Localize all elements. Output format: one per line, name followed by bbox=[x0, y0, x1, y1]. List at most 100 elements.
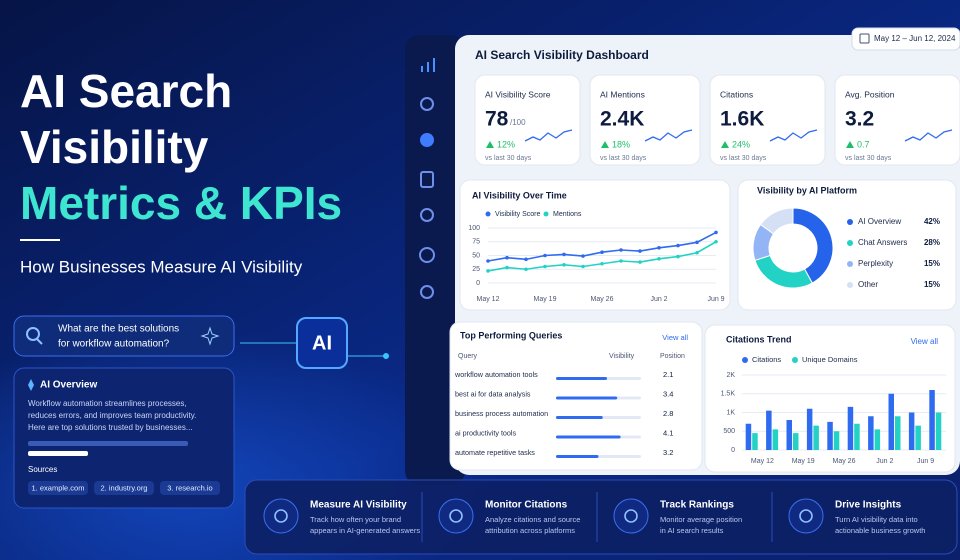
y-tick-label: 0 bbox=[731, 447, 735, 454]
series-point bbox=[676, 243, 680, 248]
feature-icon bbox=[263, 498, 299, 534]
y-tick-label: 2K bbox=[726, 372, 735, 379]
overview-text: Here are top solutions trusted by busine… bbox=[28, 423, 193, 432]
bar bbox=[806, 408, 813, 450]
donut-slice bbox=[759, 207, 794, 235]
view-all-link[interactable]: View all bbox=[911, 337, 939, 346]
nav-icon[interactable] bbox=[419, 247, 435, 263]
feature-title: Measure AI Visibility bbox=[310, 500, 407, 511]
bar bbox=[772, 429, 779, 450]
ai-badge: AI bbox=[312, 332, 332, 354]
bar bbox=[868, 416, 874, 450]
date-picker[interactable] bbox=[851, 27, 960, 51]
up-arrow bbox=[601, 141, 609, 148]
hero-title: AI Search bbox=[20, 65, 232, 117]
series-point bbox=[676, 254, 680, 259]
nav-icon[interactable] bbox=[420, 285, 434, 299]
query-text: automate repetitive tasks bbox=[455, 448, 535, 457]
source-link: 3. research.io bbox=[167, 483, 212, 492]
nav-icon[interactable] bbox=[420, 133, 434, 147]
legend-label: Chat Answers bbox=[858, 238, 907, 247]
value-label: 28% bbox=[924, 238, 940, 247]
kpi-card bbox=[589, 74, 701, 166]
y-tick-label: 0 bbox=[476, 280, 480, 287]
value-label: 15% bbox=[924, 259, 940, 268]
y-tick-label: 1K bbox=[726, 409, 735, 416]
legend-swatch bbox=[847, 282, 853, 288]
kpi-card bbox=[709, 74, 826, 166]
feature-title: Monitor Citations bbox=[485, 500, 568, 511]
sparkline bbox=[904, 129, 953, 142]
bar bbox=[854, 423, 860, 450]
legend-swatch bbox=[485, 211, 491, 217]
column-header: Position bbox=[660, 353, 685, 360]
kpi-note: vs last 30 days bbox=[845, 155, 892, 162]
bar bbox=[745, 423, 752, 450]
sparkle-icon bbox=[200, 326, 220, 346]
nav-icon[interactable] bbox=[420, 97, 434, 111]
query-text: workflow automation tools bbox=[454, 370, 538, 379]
kpi-value: 1.6K bbox=[720, 108, 764, 131]
up-arrow bbox=[486, 141, 494, 148]
bar bbox=[827, 421, 833, 450]
series-point bbox=[600, 261, 604, 266]
legend-label: Citations bbox=[752, 355, 781, 364]
column-header: Query bbox=[458, 353, 478, 360]
feature-text: in AI search results bbox=[660, 526, 724, 535]
visibility-bar bbox=[556, 435, 621, 439]
nav-icon[interactable] bbox=[420, 208, 434, 222]
position-value: 2.1 bbox=[663, 370, 673, 379]
legend-label: Unique Domains bbox=[802, 355, 858, 364]
overview-card bbox=[13, 367, 235, 509]
feature-text: Turn AI visibility data into bbox=[835, 515, 918, 524]
view-all-link[interactable]: View all bbox=[662, 333, 688, 342]
feature-text: attribution across platforms bbox=[485, 526, 575, 535]
kpi-value: 78 bbox=[485, 108, 509, 131]
source-pill[interactable] bbox=[160, 481, 220, 495]
bar bbox=[895, 416, 901, 450]
series-point bbox=[657, 257, 661, 261]
kpi-suffix: /100 bbox=[510, 118, 526, 127]
position-value: 2.8 bbox=[663, 409, 673, 418]
position-value: 3.2 bbox=[663, 448, 673, 457]
feature-title: Track Rankings bbox=[660, 500, 734, 511]
hero-title: Metrics & KPIs bbox=[20, 177, 342, 229]
series-point bbox=[505, 265, 509, 270]
date-range: May 12 – Jun 12, 2024 bbox=[874, 34, 956, 43]
query-text: business process automation bbox=[455, 409, 548, 418]
features-bar bbox=[244, 479, 958, 555]
series-point bbox=[505, 255, 509, 260]
nav-icon[interactable] bbox=[420, 171, 434, 188]
source-link: 1. example.com bbox=[32, 483, 85, 492]
source-pill[interactable] bbox=[94, 481, 154, 495]
source-pill[interactable] bbox=[28, 481, 88, 495]
legend-swatch bbox=[847, 219, 853, 225]
up-arrow bbox=[721, 141, 729, 148]
skeleton-line bbox=[28, 441, 188, 446]
series-point bbox=[543, 264, 547, 269]
bar bbox=[766, 410, 772, 450]
kpi-card bbox=[474, 74, 581, 166]
x-tick-label: May 12 bbox=[751, 458, 774, 465]
kpi-label: AI Visibility Score bbox=[485, 89, 551, 99]
query-text: ai productivity tools bbox=[455, 428, 517, 437]
bar bbox=[833, 431, 840, 450]
chart-title: Citations Trend bbox=[726, 334, 792, 344]
feature-text: actionable business growth bbox=[835, 526, 925, 535]
series-point bbox=[657, 246, 661, 250]
feature-text: Monitor average position bbox=[660, 515, 742, 524]
sources-label: Sources bbox=[28, 465, 57, 474]
x-tick-label: May 19 bbox=[534, 296, 557, 303]
nav-icon[interactable] bbox=[421, 58, 435, 72]
feature-icon bbox=[613, 498, 649, 534]
feature-glyph bbox=[449, 509, 463, 523]
queries-card bbox=[449, 321, 703, 471]
line-chart-card bbox=[459, 179, 731, 311]
feature-glyph bbox=[274, 509, 288, 523]
hero-subtitle: How Businesses Measure AI Visibility bbox=[20, 257, 303, 276]
feature-glyph bbox=[624, 509, 638, 523]
sidebar-icons bbox=[419, 58, 435, 299]
search-icon bbox=[36, 338, 43, 345]
circuit-dot bbox=[383, 353, 389, 359]
kpi-change: 0.7 bbox=[857, 139, 870, 149]
